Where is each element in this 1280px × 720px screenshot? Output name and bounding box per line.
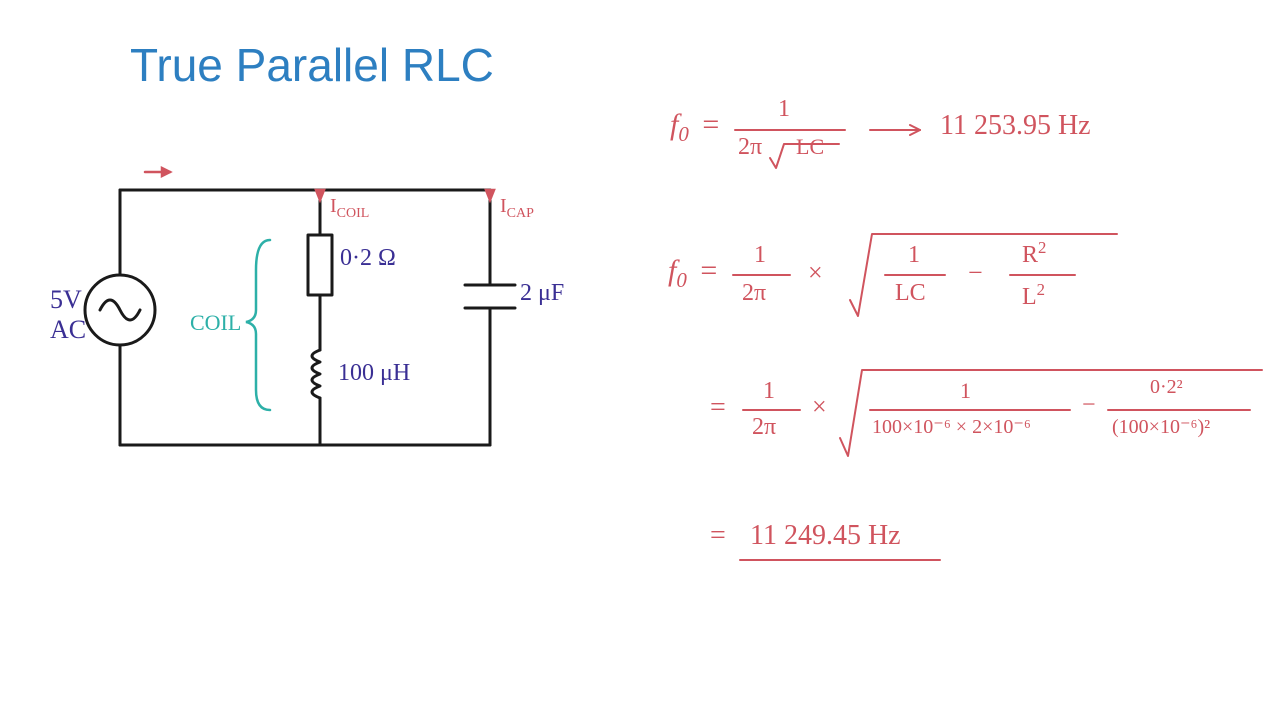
eq4-result: 11 249.45 Hz <box>750 520 901 552</box>
capacitor-label: 2 μF <box>520 280 564 307</box>
resistor-label: 0·2 Ω <box>340 245 396 272</box>
eq2-den: 2π <box>742 280 766 307</box>
eq3-frac2-den: (100×10⁻⁶)² <box>1112 414 1210 439</box>
eq2-frac1-den: LC <box>895 280 926 307</box>
eq3-eq: = <box>710 392 726 424</box>
eq2-minus: − <box>968 258 983 288</box>
eq1-result: 11 253.95 Hz <box>940 110 1091 142</box>
source-label-2: AC <box>50 315 86 345</box>
i-cap-label: ICAP <box>500 195 534 222</box>
eq4-eq: = <box>710 520 726 552</box>
eq2-frac1-num: 1 <box>908 242 920 269</box>
eq3-frac1-num: 1 <box>960 378 971 404</box>
eq1-den-2pi: 2π <box>738 134 762 161</box>
eq3-minus: − <box>1082 392 1096 419</box>
coil-label: COIL <box>190 310 241 336</box>
eq2-num: 1 <box>754 242 766 269</box>
eq3-frac1-den: 100×10⁻⁶ × 2×10⁻⁶ <box>872 414 1031 439</box>
eq2-frac2-num: R2 <box>1022 238 1046 269</box>
eq3-den: 2π <box>752 414 776 441</box>
eq2-lhs: f0 = <box>668 254 723 293</box>
source-label-1: 5V <box>50 285 82 315</box>
eq1-den-lc: LC <box>796 134 824 160</box>
eq1-lhs: f0 = <box>670 108 725 147</box>
eq3-frac2-num: 0·2² <box>1150 376 1183 399</box>
eq1-num: 1 <box>778 96 790 123</box>
eq2-times: × <box>808 258 823 288</box>
eq3-num: 1 <box>763 378 775 405</box>
i-coil-label: ICOIL <box>330 195 369 222</box>
whiteboard: True Parallel RLC <box>0 0 1280 720</box>
eq2-frac2-den: L2 <box>1022 280 1045 311</box>
inductor-label: 100 μH <box>338 360 410 387</box>
eq3-times: × <box>812 392 827 422</box>
diagram-svg <box>0 0 1280 720</box>
